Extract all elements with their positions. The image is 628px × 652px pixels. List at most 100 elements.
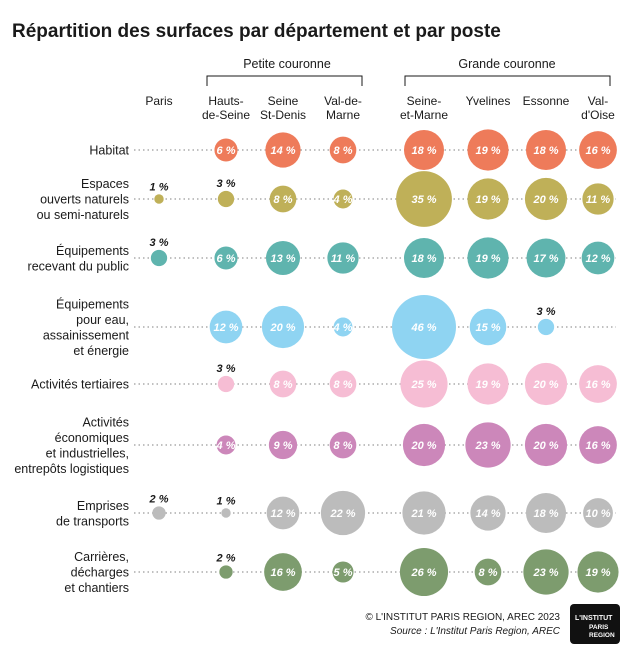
bubble-essonne (537, 318, 555, 336)
column-headers: Paris Hauts-de-Seine Seine St-Denis Val-de-M… (145, 94, 615, 122)
bubble-value-label: 13 % (270, 253, 295, 265)
bubble-val-de-marne (333, 317, 353, 337)
bubble-value-label: 9 % (274, 440, 293, 452)
bubble-value-label: 22 % (329, 508, 355, 520)
bubble-val-de-marne (329, 136, 357, 164)
bubble-val-d-oise (577, 551, 619, 593)
bubble-essonne (525, 129, 567, 171)
bubble-value-label: 3 % (537, 306, 556, 318)
column-label-seine-et-marne: Seine-et-Marne (400, 94, 448, 122)
bubble-value-label: 12 % (270, 508, 295, 520)
bubble-yvelines (474, 558, 502, 586)
bubble-seine-et-marne (402, 491, 446, 535)
bubble-value-label: 12 % (213, 322, 238, 334)
bubble-val-d-oise (579, 131, 617, 169)
bubble-value-label: 23 % (474, 440, 500, 452)
bubble-value-label: 4 % (333, 322, 353, 334)
bubble-value-label: 15 % (475, 322, 500, 334)
bubble-seine-et-marne (392, 295, 456, 359)
bubble-value-label: 20 % (532, 440, 558, 452)
row-label: Espaces ouverts naturels ou semi-naturels (37, 177, 129, 222)
bubble-yvelines (467, 129, 509, 171)
bubble-val-de-marne (333, 189, 353, 209)
bubble-hauts-de-seine (209, 310, 243, 344)
bubble-value-label: 20 % (532, 379, 558, 391)
bubble-seine-et-marne (403, 129, 445, 171)
row-label: Équipements pour eau, assainissement et éne… (43, 296, 130, 358)
bubble-essonne (524, 177, 568, 221)
bubble-hauts-de-seine (217, 190, 235, 208)
bubble-value-label: 16 % (585, 379, 610, 391)
row-equipements: Équipements pour eau, assainissement et éne… (43, 295, 616, 359)
bubble-val-de-marne (327, 242, 359, 274)
bubble-yvelines (469, 308, 507, 346)
bubble-value-label: 8 % (479, 567, 498, 579)
column-label-essonne: Essonne (523, 94, 570, 108)
row-equipements: Équipements recevant du public 3 % 6 % 13 % 1… (28, 237, 616, 279)
institute-logo: L'INSTITUT PARIS REGION (570, 604, 620, 644)
bubble-value-label: 14 % (270, 145, 295, 157)
row-emprises: Emprises de transports 2 % 1 % 12 % 22 % 21 % 1… (56, 490, 616, 536)
chart-title: Répartition des surfaces par département… (12, 21, 501, 42)
bubble-value-label: 1 % (217, 495, 236, 507)
bubble-yvelines (470, 495, 506, 531)
row-label: Habitat (89, 144, 129, 158)
row-espaces: Espaces ouverts naturels ou semi-naturels 1… (37, 171, 616, 227)
bubble-paris (152, 506, 166, 520)
group-bracket-grande-couronne (404, 75, 611, 86)
bubble-yvelines (467, 178, 509, 220)
bubble-value-label: 4 % (333, 194, 353, 206)
bubble-val-d-oise (579, 365, 617, 403)
bubble-value-label: 20 % (532, 194, 558, 206)
bubble-seine-et-marne (402, 423, 446, 467)
bubble-hauts-de-seine (217, 375, 235, 393)
bubble-seine-et-marne (399, 547, 449, 597)
bubble-value-label: 5 % (334, 567, 353, 579)
bubble-seine-st-denis (265, 240, 301, 276)
bubble-value-label: 17 % (533, 253, 558, 265)
bubble-value-label: 16 % (585, 145, 610, 157)
bubble-value-label: 8 % (334, 145, 353, 157)
bubble-value-label: 3 % (217, 363, 236, 375)
bubble-value-label: 46 % (410, 322, 436, 334)
column-label-val-d-oise: Val-d'Oise (581, 94, 615, 122)
svg-text:L'INSTITUT: L'INSTITUT (575, 615, 613, 622)
bubble-value-label: 2 % (149, 493, 169, 505)
bubble-val-d-oise (579, 426, 617, 464)
bubble-value-label: 6 % (217, 253, 236, 265)
bubble-val-d-oise (582, 183, 614, 215)
bubble-value-label: 19 % (475, 253, 500, 265)
bubble-value-label: 18 % (411, 253, 436, 265)
bubble-paris (150, 249, 168, 267)
bubble-essonne (524, 423, 568, 467)
row-label: Carrières, décharges et chantiers (64, 550, 129, 595)
bubble-value-label: 8 % (274, 379, 293, 391)
bubble-hauts-de-seine (221, 508, 231, 518)
source-text: Source : L'Institut Paris Region, AREC (390, 626, 561, 637)
bubble-value-label: 6 % (217, 145, 236, 157)
bubble-value-label: 19 % (475, 379, 500, 391)
bubble-yvelines (467, 237, 509, 279)
bubble-seine-et-marne (400, 360, 448, 408)
row-activites: Activités économiques et industrielles, ent… (14, 415, 617, 476)
bubble-seine-st-denis (264, 553, 302, 591)
bubble-seine-st-denis (261, 305, 305, 349)
row-carrieres: Carrières, décharges et chantiers 2 % 16 % 5 … (64, 547, 619, 597)
column-label-hauts-de-seine: Hauts-de-Seine (202, 94, 250, 122)
bubble-yvelines (465, 422, 511, 468)
row-label: Activités économiques et industrielles, ent… (14, 415, 129, 476)
bubble-hauts-de-seine (214, 138, 238, 162)
column-label-val-de-marne: Val-de-Marne (324, 94, 362, 122)
bubble-essonne (524, 362, 568, 406)
bubble-value-label: 19 % (475, 145, 500, 157)
bubble-value-label: 12 % (585, 253, 610, 265)
bubble-value-label: 3 % (217, 178, 236, 190)
bubble-value-label: 4 % (216, 440, 236, 452)
bubble-value-label: 20 % (410, 440, 436, 452)
bubble-yvelines (467, 363, 509, 405)
bubble-value-label: 8 % (334, 440, 353, 452)
bubble-seine-st-denis (265, 132, 301, 168)
bubble-val-d-oise (583, 498, 613, 528)
bubble-hauts-de-seine (214, 246, 238, 270)
row-activites-tertiaires: Activités tertiaires 3 % 8 % 8 % 25 % 19 % 20 … (31, 360, 617, 408)
